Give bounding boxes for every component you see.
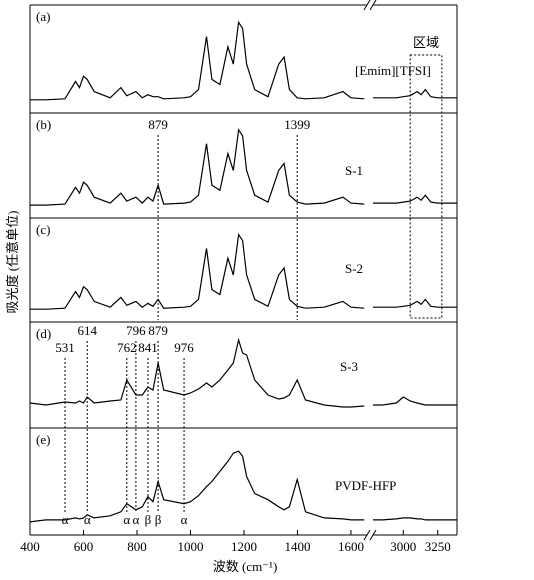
series-name: PVDF-HFP	[335, 478, 396, 493]
spectrum-line	[30, 20, 365, 101]
phase-label: α	[133, 512, 140, 527]
region-box	[409, 54, 443, 319]
x-tick-label: 400	[20, 539, 40, 554]
region-label: 区域	[413, 35, 439, 50]
x-tick-label: 3250	[425, 539, 451, 554]
peak-label: 762	[117, 340, 137, 355]
x-tick-label: 3000	[390, 539, 416, 554]
axis-break	[369, 529, 377, 541]
series-name: S-2	[345, 261, 363, 276]
spectrum-line	[29, 337, 365, 408]
x-tick-label: 1400	[284, 539, 310, 554]
phase-label: β	[155, 512, 162, 527]
x-tick-label: 1200	[231, 539, 257, 554]
axis-break	[369, 0, 377, 11]
panel-label: (d)	[36, 326, 51, 341]
peak-label: 841	[138, 340, 158, 355]
panel-label: (e)	[36, 432, 50, 447]
peak-label: 531	[55, 340, 75, 355]
spectrum-line	[373, 88, 457, 99]
axis-break	[363, 0, 371, 11]
x-tick-label: 1600	[338, 539, 364, 554]
phase-label: α	[62, 512, 69, 527]
phase-label: α	[84, 512, 91, 527]
spectrum-line	[373, 396, 457, 406]
peak-label: 796	[126, 323, 146, 338]
spectrum-line	[30, 233, 365, 310]
x-tick-label: 600	[74, 539, 94, 554]
panel-label: (a)	[36, 9, 50, 24]
x-tick-label: 1000	[177, 539, 203, 554]
x-tick-label: 800	[127, 539, 147, 554]
peak-label: 879	[148, 323, 168, 338]
panel-label: (c)	[36, 222, 50, 237]
series-name: [Emim][TFSI]	[355, 63, 431, 78]
series-name: S-1	[345, 163, 363, 178]
peak-label: 614	[77, 323, 97, 338]
series-name: S-3	[340, 359, 358, 374]
spectrum-line	[373, 517, 457, 521]
peak-label: 976	[174, 340, 194, 355]
y-axis-label: 吸光度 (任意单位)	[5, 211, 20, 314]
axis-break	[363, 529, 371, 541]
phase-label: α	[181, 512, 188, 527]
phase-label: α	[123, 512, 130, 527]
spectrum-line	[373, 298, 457, 308]
panel-label: (b)	[36, 117, 51, 132]
peak-label: 1399	[284, 117, 310, 132]
spectrum-line	[29, 450, 365, 523]
spectrum-line	[30, 128, 365, 206]
phase-label: β	[145, 512, 152, 527]
x-axis-label: 波数 (cm⁻¹)	[213, 559, 278, 574]
spectrum-line	[373, 194, 457, 204]
peak-label: 879	[148, 117, 168, 132]
